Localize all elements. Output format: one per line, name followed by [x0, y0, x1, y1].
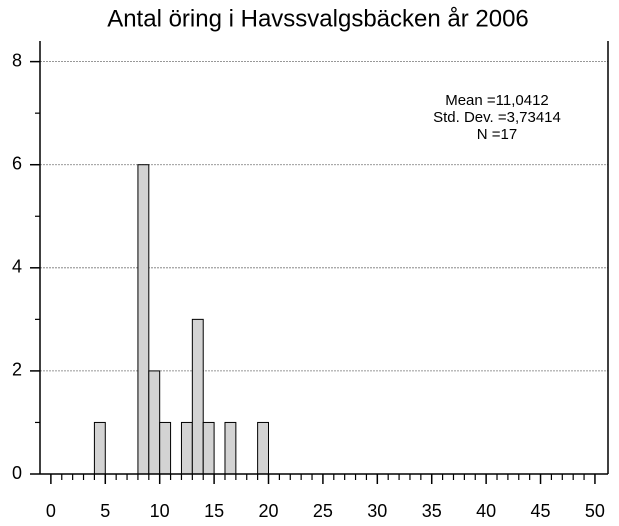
bar [148, 370, 161, 475]
bar [191, 318, 204, 475]
bar [224, 421, 237, 475]
x-tick-label: 15 [204, 501, 224, 521]
x-tick-label: 40 [476, 501, 496, 521]
annotation: Mean =11,0412 [445, 92, 549, 109]
x-tick-label: 20 [258, 501, 278, 521]
x-tick-label: 5 [100, 501, 110, 521]
bar [257, 421, 270, 475]
chart-title: Antal öring i Havssvalgsbäcken år 2006 [107, 5, 529, 32]
annotation: Std. Dev. =3,73414 [433, 109, 561, 126]
y-tick-label: 6 [12, 153, 22, 173]
bar [137, 164, 150, 475]
bar [180, 421, 193, 475]
y-tick-label: 8 [12, 50, 22, 70]
x-tick-label: 30 [367, 501, 387, 521]
y-tick-label: 0 [12, 463, 22, 483]
annotation: N =17 [477, 126, 517, 143]
x-tick-label: 45 [531, 501, 551, 521]
y-tick-label: 4 [12, 257, 22, 277]
x-tick-label: 10 [150, 501, 170, 521]
bar [202, 421, 215, 475]
y-tick-label: 2 [12, 360, 22, 380]
bar [93, 421, 106, 475]
x-tick-label: 35 [422, 501, 442, 521]
x-tick-label: 50 [585, 501, 605, 521]
x-tick-label: 25 [313, 501, 333, 521]
bar [159, 421, 172, 475]
x-tick-label: 0 [46, 501, 56, 521]
